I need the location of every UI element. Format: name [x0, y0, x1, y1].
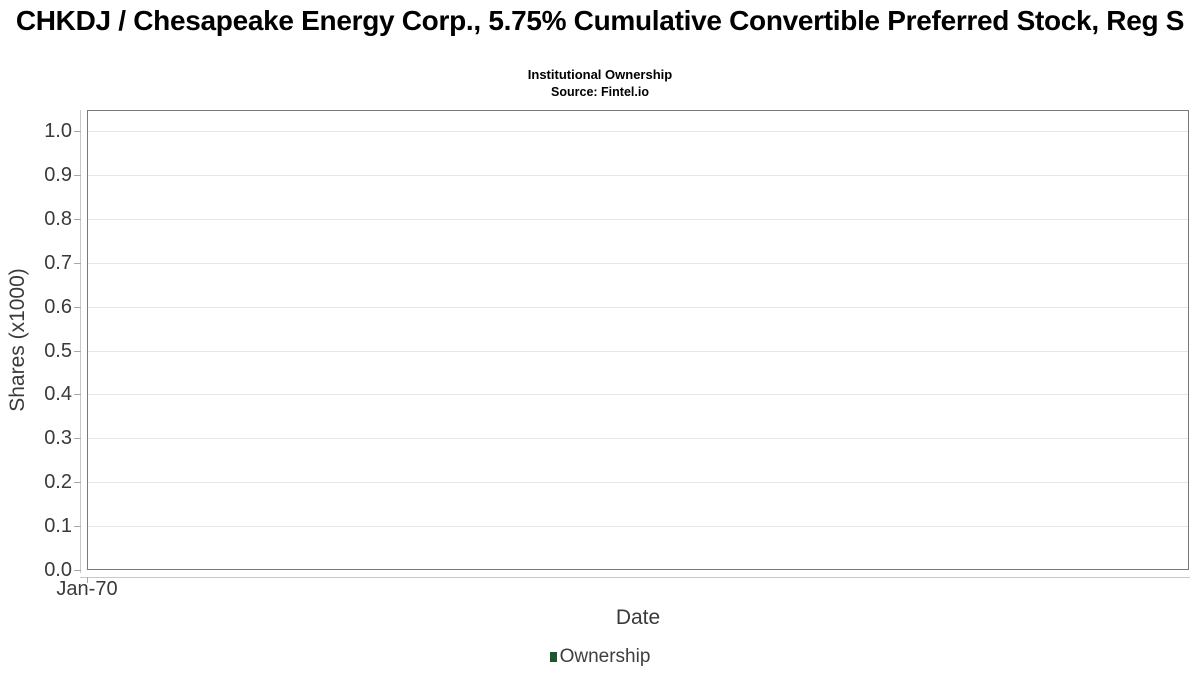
y-tick-mark [74, 570, 81, 571]
x-tick-mark [87, 577, 88, 583]
y-tick-label: 0.9 [44, 164, 72, 186]
y-tick-label: 0.5 [44, 340, 72, 362]
gridline [88, 131, 1188, 132]
y-tick-label: 0.4 [44, 383, 72, 405]
legend-label: Ownership [559, 646, 651, 667]
y-tick-mark [74, 263, 81, 264]
y-tick-label: 0.7 [44, 252, 72, 274]
gridline [88, 351, 1188, 352]
y-tick-mark [74, 219, 81, 220]
y-tick-mark [74, 438, 81, 439]
y-tick-mark [74, 351, 81, 352]
gridline [88, 482, 1188, 483]
y-tick-label: 0.8 [44, 208, 72, 230]
y-tick-label: 0.1 [44, 515, 72, 537]
chart-source: Source: Fintel.io [551, 85, 649, 99]
legend: Ownership [0, 646, 1200, 668]
chart-title: CHKDJ / Chesapeake Energy Corp., 5.75% C… [15, 5, 1185, 36]
legend-swatch-icon [549, 652, 557, 662]
y-tick-mark [74, 175, 81, 176]
legend-item-ownership[interactable]: Ownership [549, 646, 651, 668]
y-tick-mark [74, 131, 81, 132]
y-tick-mark [74, 394, 81, 395]
x-axis-line [80, 577, 1190, 578]
gridline [88, 307, 1188, 308]
y-tick-label: 0.0 [44, 559, 72, 581]
gridline [88, 526, 1188, 527]
y-axis-line [80, 110, 81, 573]
y-tick-mark [74, 526, 81, 527]
chart-subtitle: Institutional Ownership [527, 67, 673, 82]
y-tick-mark [74, 307, 81, 308]
x-axis-title: Date [615, 606, 661, 629]
plot-area [87, 110, 1189, 570]
x-tick-label: Jan-70 [56, 578, 118, 600]
gridline [88, 263, 1188, 264]
y-tick-label: 1.0 [44, 120, 72, 142]
y-tick-mark [74, 482, 81, 483]
y-axis-title: Shares (x1000) [6, 268, 29, 412]
gridline [88, 175, 1188, 176]
gridline [88, 394, 1188, 395]
y-tick-label: 0.6 [44, 296, 72, 318]
y-tick-label: 0.3 [44, 427, 72, 449]
gridline [88, 438, 1188, 439]
gridline [88, 219, 1188, 220]
y-tick-label: 0.2 [44, 471, 72, 493]
